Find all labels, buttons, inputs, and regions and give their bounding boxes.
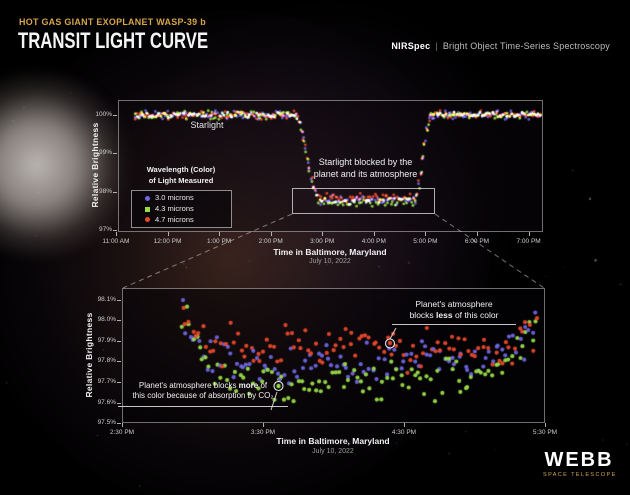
x-tick-label: 4:30 PM [391, 429, 417, 436]
y-tick-mark [117, 382, 121, 383]
y-tick-mark [117, 402, 121, 404]
y-tick-mark [113, 230, 117, 232]
x-tick-label: 5:00 PM [413, 238, 438, 245]
annotation-less-line2: blocks less of this color [409, 310, 499, 321]
starlight-annotation: Starlight [190, 120, 224, 130]
webb-logo-wordmark: WEBB [544, 449, 614, 471]
y-tick-label: 97.7% [97, 378, 116, 385]
page-title: TRANSIT LIGHT CURVE [18, 28, 209, 53]
x-tick-mark [373, 232, 375, 236]
annotation-more-line1: Planet's atmosphere blocks more of [138, 381, 268, 390]
x-tick-label: 2:30 PM [109, 429, 135, 436]
legend-square-marker [145, 206, 150, 212]
instrument-line: NIRSpec | Bright Object Time-Series Spec… [391, 41, 610, 51]
top-x-axis-label: Time in Baltimore, Maryland [273, 247, 387, 257]
x-tick-mark [270, 232, 272, 236]
top-y-axis-label: Relative Brightness [90, 122, 100, 208]
instrument-separator: | [435, 41, 438, 51]
legend-title-line2: of Light Measured [148, 176, 214, 186]
legend-item: 4.3 microns [145, 205, 231, 213]
star-disk-glow [0, 70, 132, 260]
webb-logo: WEBB SPACE TELESCOPE [543, 450, 615, 478]
instrument-mode: Bright Object Time-Series Spectroscopy [442, 41, 610, 51]
blocked-annotation-line1: Starlight blocked by the [318, 157, 413, 167]
legend-circle-marker [145, 195, 150, 201]
x-tick-label: 5:30 PM [532, 429, 558, 436]
x-tick-mark [477, 232, 478, 236]
y-tick-label: 97.5% [97, 419, 116, 426]
y-tick-label: 97.6% [97, 398, 116, 406]
y-tick-mark [117, 423, 121, 424]
y-tick-label: 98% [98, 187, 112, 195]
blocked-annotation-line2: planet and its atmosphere [313, 168, 418, 179]
annotation-blocks-less: Planet's atmosphere blocks less of this … [392, 299, 516, 326]
x-tick-label: 4:00 PM [361, 238, 386, 245]
y-tick-label: 97% [98, 226, 112, 234]
x-tick-label: 3:00 PM [310, 238, 335, 245]
zoom-highlight-box [292, 188, 435, 214]
y-tick-mark [113, 191, 117, 193]
y-tick-mark [113, 153, 117, 155]
x-tick-mark [115, 232, 117, 236]
x-tick-mark [322, 232, 324, 236]
x-tick-label: 11:00 AM [102, 238, 130, 245]
top-x-axis-date: July 10, 2022 [309, 258, 351, 265]
x-tick-label: 12:00 PM [153, 238, 182, 245]
x-tick-mark [167, 232, 169, 236]
x-tick-label: 3:30 PM [250, 429, 276, 436]
y-tick-mark [117, 299, 121, 301]
x-tick-mark [263, 423, 264, 427]
x-tick-mark [122, 423, 123, 427]
instrument-name: NIRSpec [391, 41, 431, 51]
x-tick-label: 1:00 PM [206, 238, 232, 245]
x-tick-mark [404, 423, 405, 427]
annotation-more-line2: this color because of absorption by CO₂ [132, 391, 274, 401]
legend-item-label: 4.3 microns [155, 204, 194, 214]
x-tick-mark [425, 232, 427, 236]
annotation-less-line1: Planet's atmosphere [415, 299, 493, 309]
y-tick-label: 100% [95, 111, 112, 118]
y-tick-mark [113, 115, 117, 116]
webb-logo-subtitle: SPACE TELESCOPE [543, 472, 617, 478]
y-tick-label: 97.9% [97, 336, 116, 344]
x-tick-label: 7:00 PM [516, 238, 541, 245]
y-tick-label: 97.8% [97, 357, 116, 365]
legend-item: 4.7 microns [145, 216, 231, 224]
bottom-x-axis-date: July 10, 2022 [312, 448, 354, 455]
legend-item-label: 4.7 microns [155, 215, 194, 225]
annotation-blocks-more: Planet's atmosphere blocks more of this … [118, 381, 288, 407]
blocked-starlight-annotation: Starlight blocked by the planet and its … [288, 157, 443, 180]
legend-title: Wavelength (Color) of Light Measured [128, 164, 234, 187]
x-tick-mark [528, 232, 530, 236]
y-tick-label: 98.1% [97, 295, 116, 303]
legend-box: 3.0 microns 4.3 microns 4.7 microns [131, 190, 232, 228]
legend-circle-marker [145, 217, 150, 223]
x-tick-mark [545, 423, 546, 427]
x-tick-label: 6:00 PM [464, 238, 490, 245]
x-tick-mark [219, 232, 221, 236]
y-tick-label: 99% [98, 149, 112, 157]
y-tick-mark [117, 320, 121, 322]
y-tick-label: 98.0% [97, 316, 116, 324]
legend-item: 3.0 microns [145, 194, 231, 202]
bottom-x-axis-label: Time in Baltimore, Maryland [276, 436, 390, 446]
x-tick-label: 2:00 PM [258, 238, 283, 245]
y-tick-mark [117, 361, 121, 363]
kicker-subtitle: HOT GAS GIANT EXOPLANET WASP-39 b [19, 17, 206, 28]
y-tick-mark [117, 340, 121, 342]
legend-item-label: 3.0 microns [155, 193, 194, 203]
legend-title-line1: Wavelength (Color) [146, 165, 216, 174]
